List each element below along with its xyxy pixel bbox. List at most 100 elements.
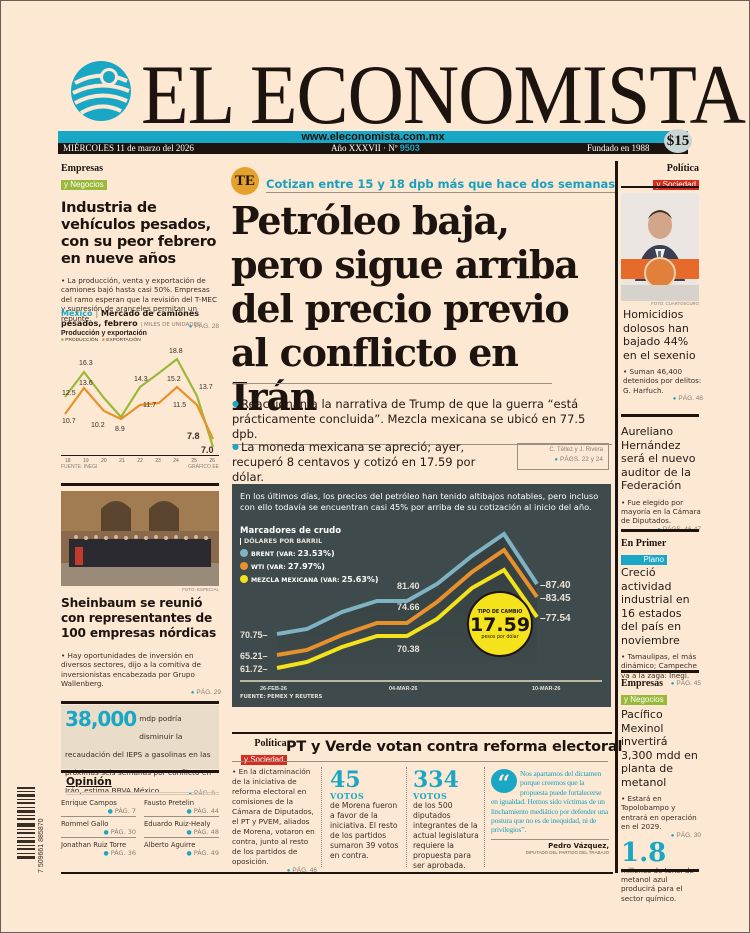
newspaper-title: EL ECONOMISTA (141, 47, 746, 142)
story-headline[interactable]: Pacífico Mexinol invertirá 3,300 mdd en … (621, 708, 698, 789)
quote-role: DIPUTADO DEL PARTIDO DEL TRABAJO (525, 849, 609, 855)
divider (232, 761, 608, 762)
svg-text:11.5: 11.5 (173, 402, 186, 409)
x-tick: 10-MAR-26 (532, 686, 560, 692)
stat-number: 1.8 (621, 837, 667, 868)
quote-text: Nos apartamos del dictamen porque creemo… (491, 769, 609, 835)
photo-nordic-businessmen[interactable] (61, 491, 219, 586)
chart-x-axis: 18 19 20 21 22 23 24 25 26 (65, 458, 215, 464)
svg-text:14.3: 14.3 (134, 376, 148, 383)
chart-country: México (61, 309, 93, 318)
quote-block: “ Nos apartamos del dictamen porque cree… (491, 769, 609, 855)
chart-legend: ■ PRODUCCIÓN ■ EXPORTACIÓN (61, 338, 219, 343)
politics-headline[interactable]: PT y Verde votan contra reforma electora… (286, 739, 623, 755)
svg-text:10.7: 10.7 (62, 418, 76, 425)
chart-subtitle: Producción y exportación (61, 330, 147, 337)
divider (232, 732, 612, 734)
quote-mark-icon: “ (491, 769, 517, 797)
story-headline[interactable]: Sheinbaum se reunió con representantes d… (61, 596, 217, 640)
legend-mezcla: MEZCLA MEXICANA (VAR: 25.63%) (240, 575, 379, 584)
columnist-entry[interactable]: Eduardo Ruiz-HealyPÁG. 48 (144, 817, 219, 838)
svg-text:65.21–: 65.21– (240, 651, 268, 661)
svg-text:10.2: 10.2 (91, 422, 105, 429)
svg-text:70.38: 70.38 (397, 644, 420, 654)
right-story-mexinol[interactable]: Pacífico Mexinol invertirá 3,300 mdd en … (621, 708, 701, 903)
columnist-entry[interactable]: Jonathan Ruiz TorrePÁG. 36 (61, 838, 136, 857)
barcode-icon (17, 787, 35, 859)
divider (61, 770, 219, 773)
svg-text:–83.45: –83.45 (540, 593, 571, 604)
column-divider (321, 767, 322, 867)
right-story-industry[interactable]: Creció actividad industrial en 16 estado… (621, 566, 701, 687)
columnist-name: Enrique Campos (61, 799, 117, 807)
page-ref: PÁGS. 22 y 24 (523, 456, 603, 463)
issue-prefix: Año XXXVII · Nº (331, 143, 400, 153)
issue-number-value: 9503 (399, 143, 420, 153)
fx-value: 17.59 (469, 614, 531, 636)
columnist-name: Eduardo Ruiz-Healy (144, 820, 211, 828)
opinion-section: Opinión Enrique CamposPÁG. 7 Fausto Pret… (61, 776, 219, 857)
svg-text:–87.40: –87.40 (540, 580, 571, 591)
politics-section-tag: Política y Sociedad (241, 739, 287, 767)
left-story-trucks[interactable]: Empresas y Negocios Industria de vehícul… (61, 164, 219, 330)
trucks-line-chart: 12.5 16.3 13.6 10.7 10.2 8.9 14.3 11.7 18.8 15… (62, 348, 215, 455)
main-headline[interactable]: Petróleo baja, pero sigue arriba del pre… (231, 198, 579, 419)
x-tick: 26-FEB-26 (260, 686, 287, 692)
story-summary: • La producción, venta y exportación de … (61, 276, 217, 323)
divider (61, 483, 219, 486)
masthead-band-bottom (58, 143, 688, 154)
page-ref: PÁG. 7 (61, 807, 136, 815)
svg-text:13.7: 13.7 (199, 384, 213, 391)
svg-text:13.6: 13.6 (79, 380, 93, 387)
legend-dot-production-icon: ■ (61, 338, 64, 343)
page-ref: PÁG. 49 (144, 849, 219, 857)
story-headline[interactable]: Aureliano Hernández será el nuevo audito… (621, 425, 696, 492)
columnist-name: Alberto Aguirre (144, 841, 196, 849)
chart-units: MILES DE UNIDADES (143, 322, 201, 328)
column-divider (484, 767, 485, 867)
story-summary: • En la dictaminación de la iniciativa d… (232, 767, 315, 866)
svg-text:61.72–: 61.72– (240, 664, 268, 674)
divider (621, 529, 699, 532)
divider (621, 414, 699, 417)
story-summary: • Tamaulipas, el más dinámico; Campeche … (621, 652, 697, 680)
issue-date: MIÉRCOLES 11 de marzo del 2026 (63, 143, 194, 153)
svg-text:–77.54: –77.54 (540, 613, 571, 624)
right-section-tag: Política y Sociedad (621, 164, 699, 192)
svg-text:8.9: 8.9 (115, 426, 125, 433)
columnist-entry[interactable]: Alberto AguirrePÁG. 49 (144, 838, 219, 857)
section-sublabel: y Negocios (61, 180, 107, 190)
story-headline[interactable]: Industria de vehículos pesados, con su p… (61, 200, 217, 267)
story-summary: • Fue elegido por mayoría en la Cámara d… (621, 497, 701, 526)
globe-logo-icon (71, 61, 131, 121)
stat-number: 45 (330, 767, 361, 793)
svg-text:18.8: 18.8 (169, 348, 183, 355)
page-ref: PÁG. 30 (61, 828, 136, 836)
left-story-sheinbaum[interactable]: Sheinbaum se reunió con representantes d… (61, 596, 221, 696)
svg-text:11.7: 11.7 (143, 402, 156, 409)
page-ref: PÁG. 30 (621, 832, 701, 839)
photo-harfuch[interactable] (621, 193, 699, 301)
divider (621, 670, 699, 673)
stat-label: VOTOS (330, 791, 365, 801)
columnist-entry[interactable]: Fausto PretelinPÁG. 44 (144, 799, 219, 817)
svg-text:70.75–: 70.75– (240, 630, 268, 640)
columnist-entry[interactable]: Enrique CamposPÁG. 7 (61, 799, 136, 817)
byline-box: C. Téllez y J. Rivera PÁGS. 22 y 24 (517, 443, 609, 470)
columnist-entry[interactable]: Rommel GalloPÁG. 30 (61, 817, 136, 838)
main-kicker: Cotizan entre 15 y 18 dpb más que hace d… (266, 177, 616, 193)
votes-stat-45: 45 VOTOS de Morena fueron a favor de la … (330, 769, 402, 861)
chart-source: FUENTE: PEMEX Y REUTERS (240, 694, 323, 700)
right-story-auditor[interactable]: Aureliano Hernández será el nuevo audito… (621, 425, 701, 533)
price-badge: $15 (664, 129, 692, 153)
right-story-homicides[interactable]: Homicidios dolosos han bajado 44% en el … (623, 308, 703, 402)
story-headline[interactable]: Homicidios dolosos han bajado 44% en el … (623, 308, 696, 362)
website-link[interactable]: www.eleconomista.com.mx (301, 131, 445, 143)
section-label: Empresas (621, 678, 664, 689)
story-headline[interactable]: Creció actividad industrial en 16 estado… (621, 566, 690, 647)
page-ref: PÁG. 29 (61, 689, 221, 696)
page-ref: PÁG. 46 (232, 867, 317, 874)
legend-export: EXPORTACIÓN (106, 338, 141, 343)
story-summary: • Estará en Topolobampo y entrará en ope… (621, 794, 697, 832)
